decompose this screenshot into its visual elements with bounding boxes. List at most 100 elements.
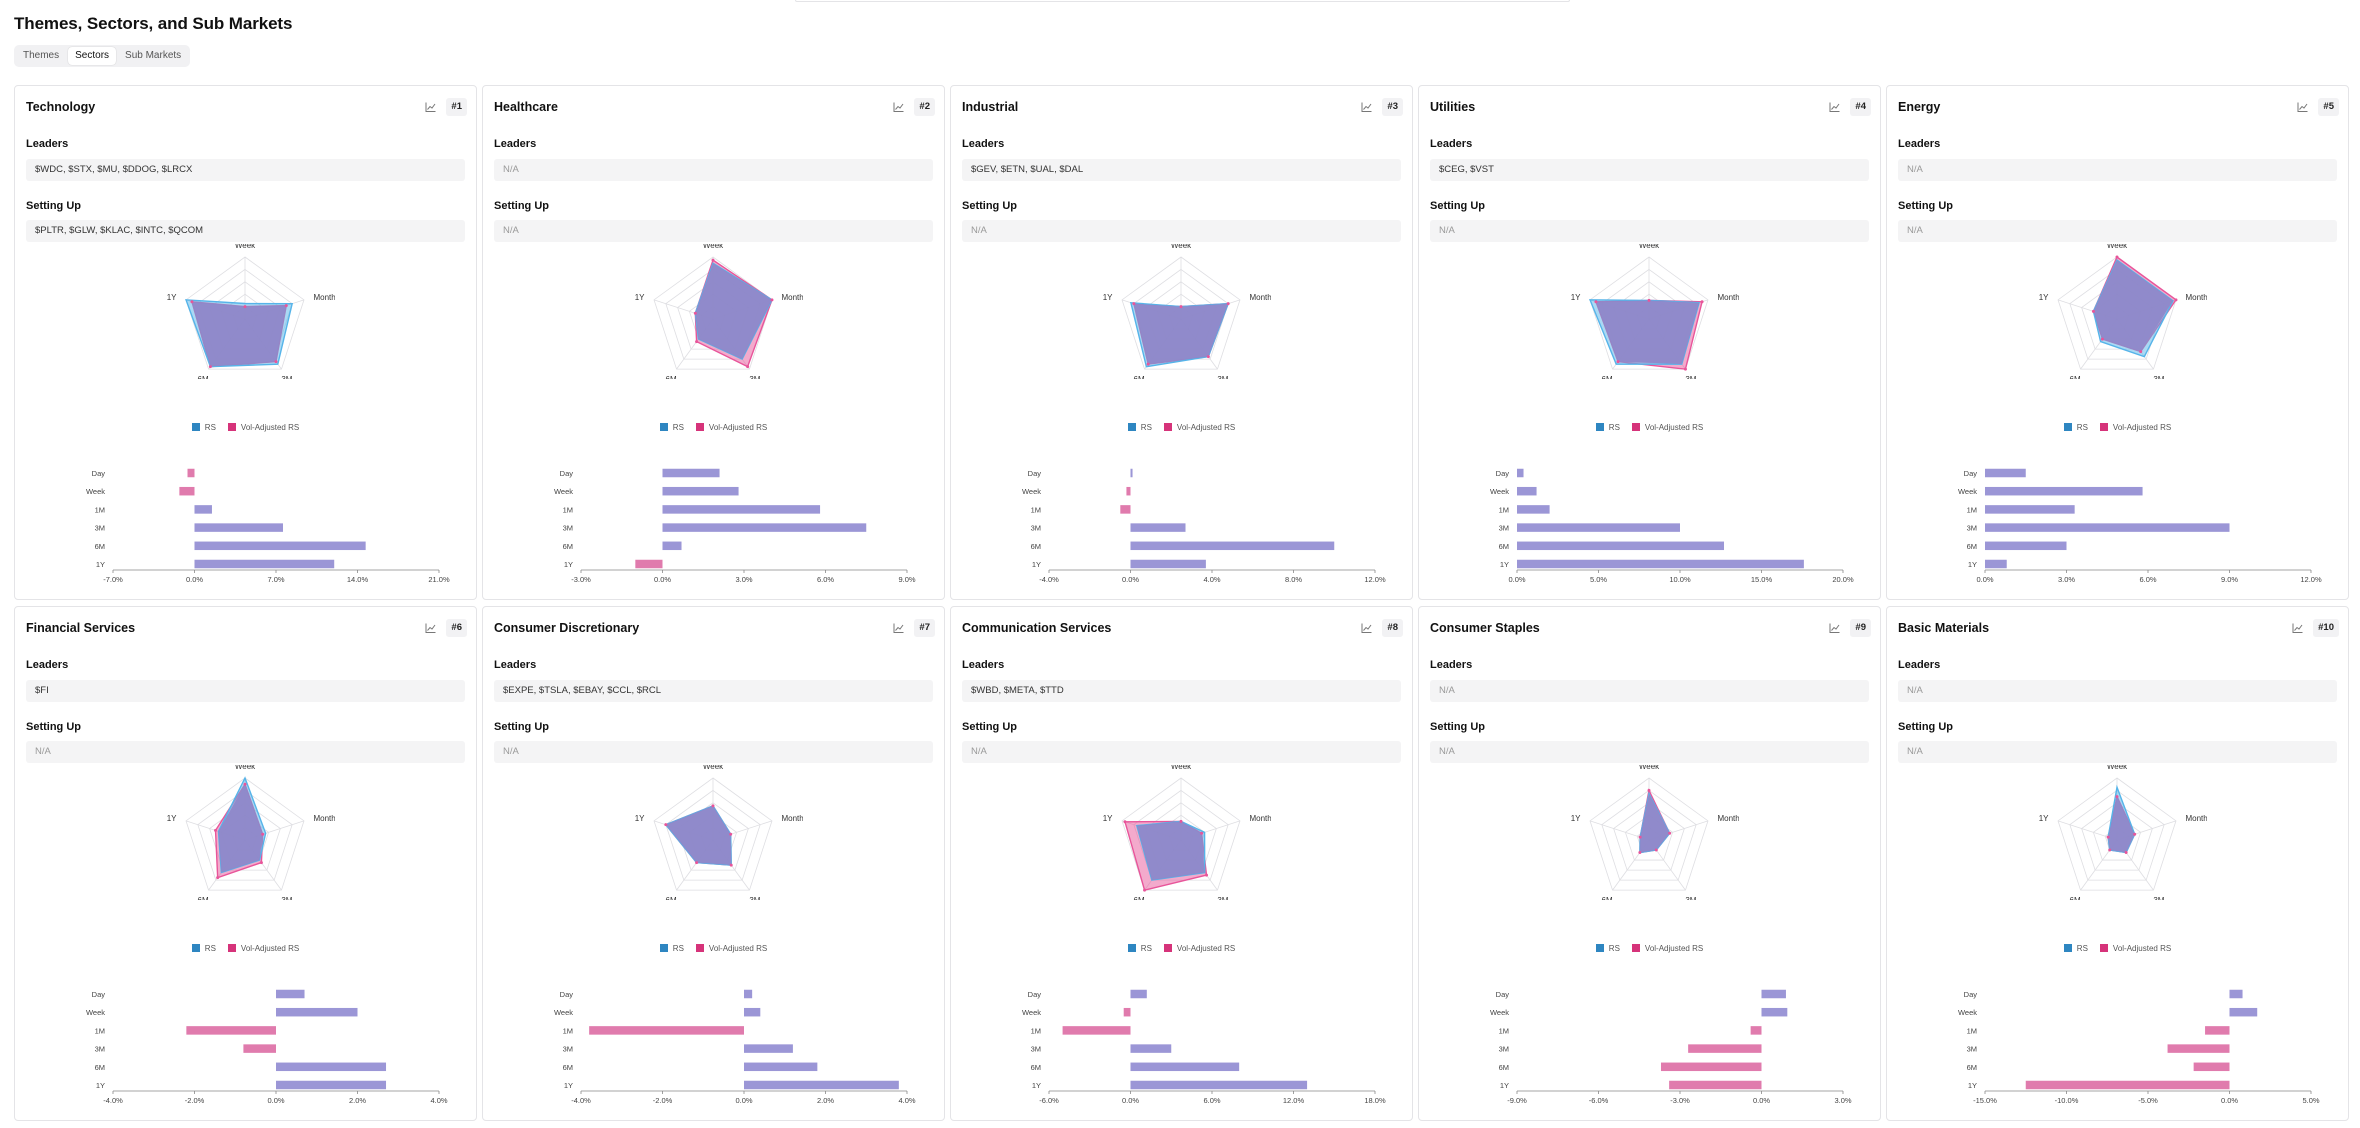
radar-axis-label: Week — [1171, 244, 1192, 250]
radar-point — [1638, 851, 1642, 855]
bar-category-label: Week — [554, 487, 573, 496]
line-chart-icon[interactable] — [1358, 99, 1374, 115]
sector-card: Energy #5 Leaders N/A Setting Up N/A Wee… — [1886, 85, 2349, 600]
radar-axis-label: 1Y — [1571, 293, 1581, 302]
bar — [186, 1026, 276, 1035]
x-tick-label: 9.0% — [2221, 575, 2238, 584]
bar-category-label: 6M — [95, 1063, 105, 1072]
setting-up-value: N/A — [1430, 220, 1869, 242]
setting-up-value: N/A — [494, 741, 933, 763]
card-header: Healthcare #2 — [494, 98, 935, 116]
legend-swatch — [1127, 944, 1136, 952]
x-tick-label: 12.0% — [2300, 575, 2322, 584]
radar-point — [259, 861, 263, 865]
card-header: Industrial #3 — [962, 98, 1403, 116]
x-tick-label: 18.0% — [1364, 1096, 1386, 1105]
radar-legend: RS Vol-Adjusted RS — [483, 423, 944, 432]
radar-grid-ring — [185, 777, 305, 891]
bar-category-label: 3M — [1499, 524, 1509, 533]
radar-chart: Week Month 3M 6M 1Y — [167, 765, 335, 900]
bar-chart: Day Week 1M 3M 6M 1Y 0.0% 3.0% 6.0% 9.0% 12.0% — [1958, 468, 2322, 584]
x-tick-label: 0.0% — [654, 575, 671, 584]
legend-vol-adjusted: Vol-Adjusted RS — [695, 944, 767, 953]
sector-title: Energy — [1898, 100, 1941, 114]
radar-axis-label: Month — [2185, 814, 2207, 823]
legend-label: RS — [2076, 944, 2088, 953]
line-chart-icon[interactable] — [1826, 99, 1842, 115]
bar-category-label: 1M — [1967, 1026, 1977, 1035]
tab-sub-markets[interactable]: Sub Markets — [125, 50, 182, 61]
legend-swatch — [1163, 944, 1172, 952]
radar-point — [1654, 848, 1658, 852]
legend-label: RS — [672, 944, 684, 953]
tab-sectors[interactable]: Sectors — [68, 47, 117, 65]
bar — [1130, 468, 1133, 478]
bar — [744, 989, 753, 999]
legend-label: RS — [204, 944, 216, 953]
setting-up-label: Setting Up — [494, 200, 549, 212]
x-tick-label: 6.0% — [817, 575, 834, 584]
setting-up-value: $PLTR, $GLW, $KLAC, $INTC, $QCOM — [26, 220, 465, 242]
radar-grid-ring — [653, 777, 773, 891]
bar-category-label: Week — [1022, 1008, 1041, 1017]
rank-badge: #10 — [2313, 619, 2339, 637]
radar-axis-label: 6M — [198, 896, 209, 900]
bar-category-label: 1M — [1031, 1026, 1041, 1035]
sector-title: Basic Materials — [1898, 621, 1990, 635]
line-chart-icon[interactable] — [2294, 99, 2310, 115]
bar — [194, 559, 335, 569]
radar-grid-ring — [185, 256, 305, 370]
line-chart-icon[interactable] — [1358, 620, 1374, 636]
x-tick-label: -4.0% — [1039, 575, 1059, 584]
bar — [1517, 523, 1680, 532]
line-chart-icon[interactable] — [422, 99, 438, 115]
x-tick-label: 21.0% — [428, 575, 450, 584]
radar-point — [214, 828, 218, 832]
legend-label: Vol-Adjusted RS — [1176, 944, 1236, 953]
radar-overlap — [1136, 821, 1205, 881]
setting-up-label: Setting Up — [962, 721, 1017, 733]
radar-grid-ring — [1624, 814, 1674, 861]
line-chart-icon[interactable] — [2289, 620, 2305, 636]
page-title: Themes, Sectors, and Sub Markets — [14, 14, 293, 33]
radar-point — [284, 304, 288, 308]
line-chart-icon[interactable] — [890, 99, 906, 115]
radar-axis-label: 1Y — [1103, 293, 1113, 302]
card-header: Basic Materials #10 — [1898, 619, 2339, 637]
bar-category-label: 1M — [563, 1026, 573, 1035]
setting-up-label: Setting Up — [26, 721, 81, 733]
bar-category-label: 3M — [95, 524, 105, 533]
leaders-label: Leaders — [1430, 138, 1473, 150]
bar-category-label: Week — [1022, 487, 1041, 496]
legend-label: RS — [2076, 423, 2088, 432]
radar-overlap — [1595, 300, 1700, 365]
tab-themes[interactable]: Themes — [23, 50, 60, 61]
bar — [744, 1007, 761, 1017]
x-tick-label: 0.0% — [267, 1096, 284, 1105]
top-search-bar-edge — [795, 0, 1570, 2]
leaders-value: $GEV, $ETN, $UAL, $DAL — [962, 159, 1401, 181]
setting-up-value: N/A — [962, 741, 1401, 763]
legend-swatch — [1595, 423, 1604, 431]
radar-axis-label: 6M — [198, 375, 209, 379]
line-chart-icon[interactable] — [422, 620, 438, 636]
radar-point — [2174, 298, 2178, 302]
bar-category-label: 3M — [1967, 524, 1977, 533]
radar-axis-label: Month — [1717, 814, 1739, 823]
line-chart-icon[interactable] — [890, 620, 906, 636]
radar-point — [729, 832, 733, 836]
leaders-value: $EXPE, $TSLA, $EBAY, $CCL, $RCL — [494, 680, 933, 702]
legend-vol-adjusted: Vol-Adjusted RS — [1631, 944, 1703, 953]
bar-category-label: 6M — [95, 542, 105, 551]
card-header: Consumer Discretionary #7 — [494, 619, 935, 637]
leaders-label: Leaders — [26, 659, 69, 671]
radar-overlap — [665, 805, 732, 866]
line-chart-icon[interactable] — [1826, 620, 1842, 636]
bar — [1517, 559, 1804, 569]
legend-swatch — [1127, 423, 1136, 431]
radar-legend: RS Vol-Adjusted RS — [15, 423, 476, 432]
bar — [1985, 486, 2143, 496]
sector-title: Financial Services — [26, 621, 136, 635]
bar-category-label: Day — [1496, 990, 1510, 999]
radar-grid-ring — [1121, 256, 1241, 370]
